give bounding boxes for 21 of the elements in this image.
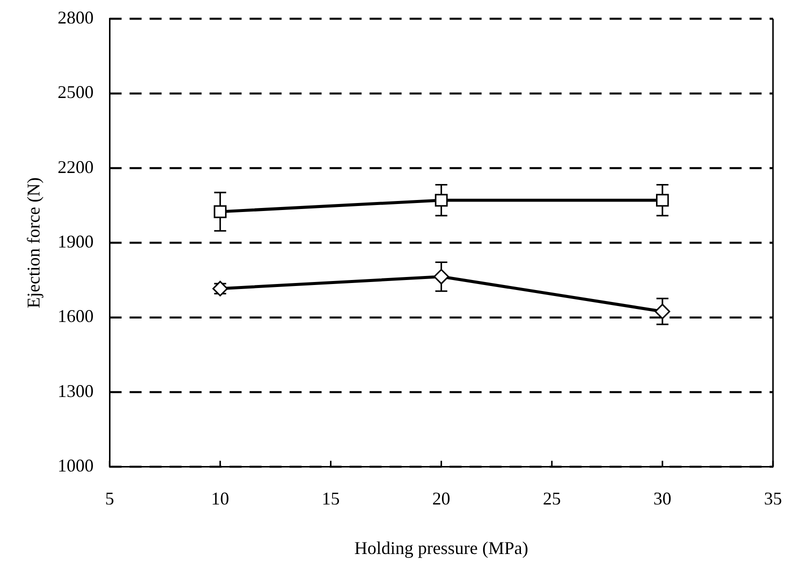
y-tick-label: 2200 <box>58 156 94 177</box>
y-tick-label: 1300 <box>58 380 94 401</box>
point <box>656 194 669 207</box>
y-axis-title: Ejection force (N) <box>24 177 44 308</box>
x-tick-label: 25 <box>542 488 561 508</box>
point <box>654 304 670 320</box>
y-tick-label: 1600 <box>58 306 94 326</box>
point <box>434 268 450 284</box>
x-tick-label: 15 <box>322 488 340 508</box>
x-tick-label: 10 <box>211 488 230 508</box>
x-tick-label: 30 <box>653 488 672 508</box>
y-tick-label: 1000 <box>58 456 94 476</box>
y-tick-label: 2500 <box>58 82 94 102</box>
point <box>434 194 448 207</box>
point <box>214 205 227 218</box>
x-tick-label: 5 <box>105 488 114 508</box>
x-axis-title: Holding pressure (MPa) <box>354 538 528 558</box>
x-tick-label: 35 <box>764 488 782 508</box>
x-tick-label: 20 <box>432 488 450 508</box>
y-tick-label: 2800 <box>58 8 94 28</box>
y-tick-label: 1900 <box>58 232 94 252</box>
